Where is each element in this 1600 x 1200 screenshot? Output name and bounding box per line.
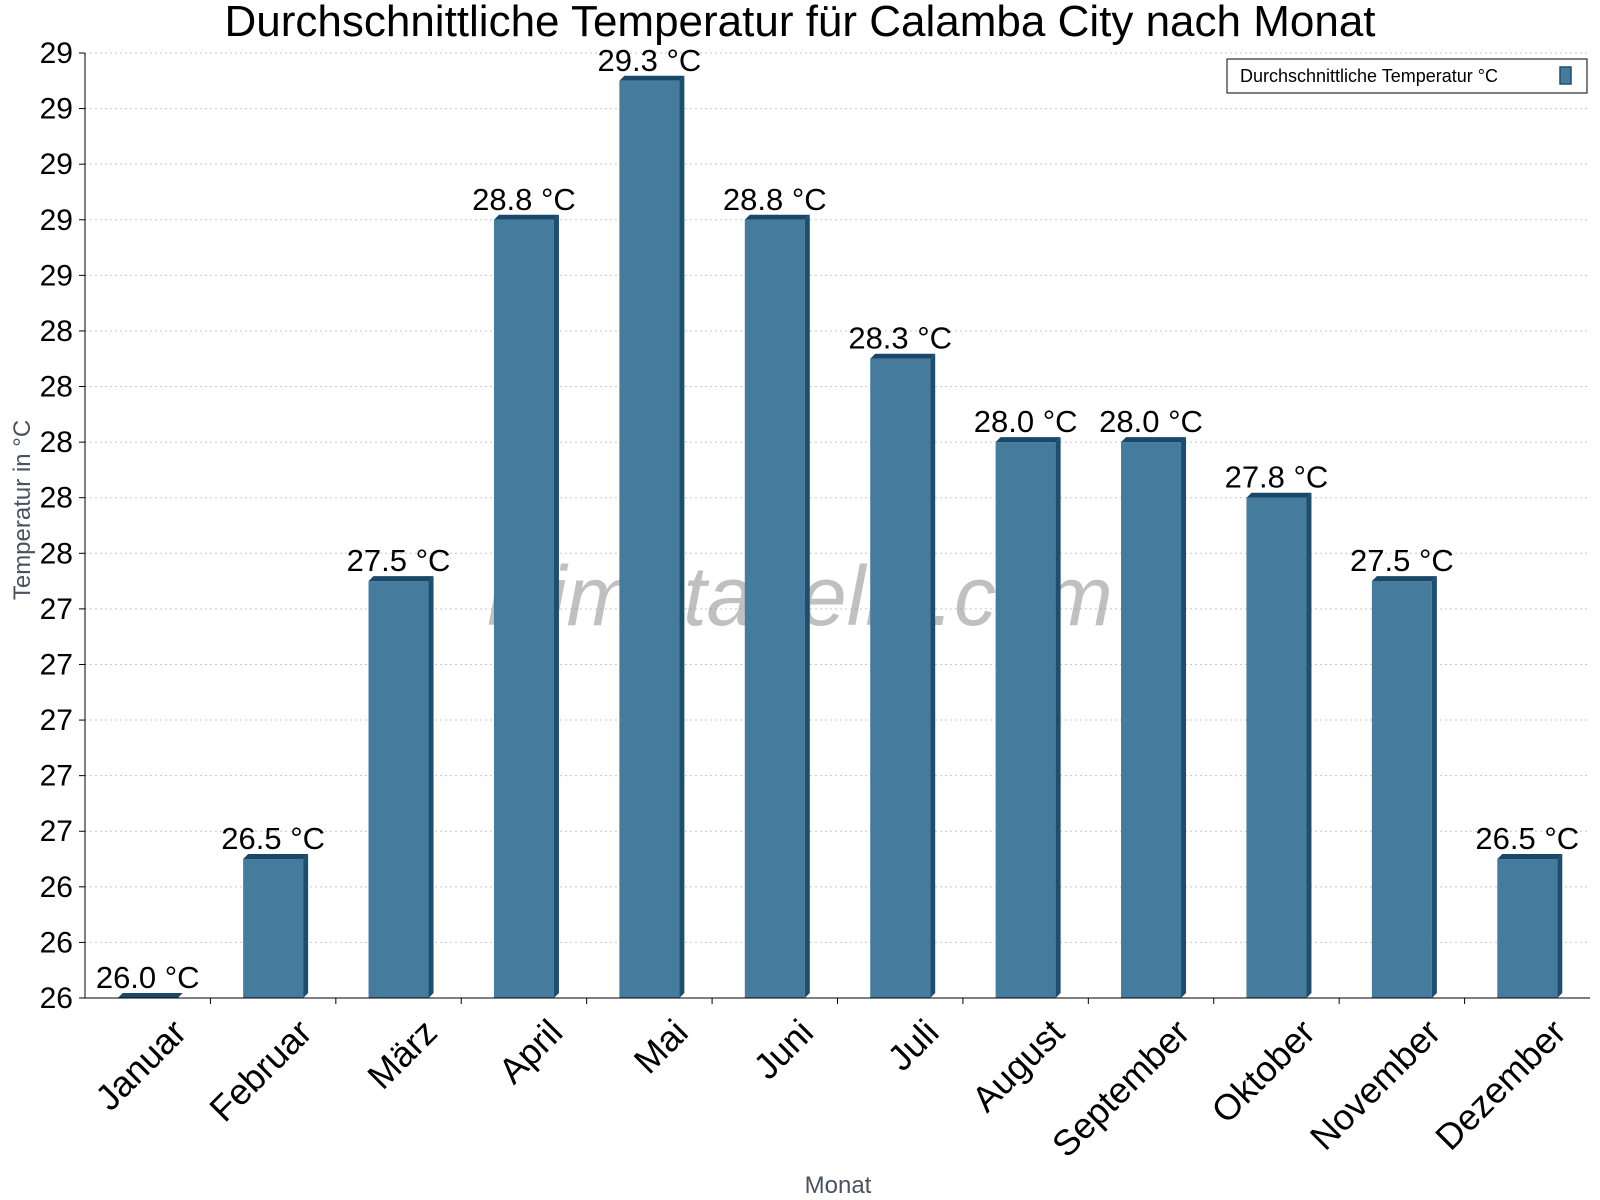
bar-top [117,993,183,998]
y-axis-title: Temperatur in °C [9,420,36,600]
bar-side [1055,437,1061,998]
y-tick-label: 29 [40,148,73,181]
bar [1497,859,1558,998]
data-label: 28.0 °C [1099,404,1203,439]
y-tick-label: 27 [40,760,73,793]
data-labels: 26.0 °C 26.5 °C 27.5 °C 28.8 °C 29.3 °C 28.8 … [96,43,1579,995]
x-tick-label: Mai [626,1011,696,1081]
y-tick-label: 27 [40,704,73,737]
x-tick-label: Februar [201,1011,319,1129]
x-tick-label: Juli [879,1011,946,1078]
x-axis-title: Monat [805,1172,872,1199]
legend-label: Durchschnittliche Temperatur °C [1240,66,1498,86]
legend-swatch [1559,66,1572,85]
bar-top [493,214,559,220]
bar [1121,442,1182,998]
y-tick-label: 29 [40,37,73,70]
y-tick-label: 29 [40,259,73,292]
bar-side [428,576,434,998]
bar-top [1371,576,1437,582]
y-tick-label: 27 [40,593,73,626]
y-tick-label: 28 [40,371,73,404]
y-tick-label: 27 [40,648,73,681]
bar-top [243,854,309,860]
bar [493,219,554,998]
y-tick-label: 28 [40,537,73,570]
data-label: 26.5 °C [221,821,325,856]
data-label: 28.3 °C [848,321,952,356]
y-tick-label: 28 [40,426,73,459]
bar [870,358,931,998]
bar-top [368,576,434,582]
bar [744,219,805,998]
x-tick-label: März [359,1011,445,1097]
x-tick-label: August [964,1011,1072,1119]
data-label: 27.5 °C [1350,543,1454,578]
bar-side [930,353,936,998]
data-label: 27.5 °C [347,543,451,578]
x-tick-label: September [1044,1011,1198,1165]
bar-side [1431,576,1437,998]
bar-top [1497,854,1563,860]
y-tick-label: 28 [40,315,73,348]
data-label: 28.8 °C [472,182,576,217]
y-tick-label: 26 [40,926,73,959]
gridlines [85,52,1590,943]
y-tick-label: 29 [40,204,73,237]
bar [1371,581,1432,998]
bar-top [1246,492,1312,498]
bar-side [553,214,559,998]
bar-top [870,353,936,359]
legend-box [1226,58,1588,94]
bar [243,859,304,998]
x-tick-label: April [490,1011,570,1091]
data-label: 26.0 °C [96,960,200,995]
bar-side [303,854,309,998]
axes [79,52,1590,1004]
bar-top [1121,437,1187,443]
bars [117,75,1563,998]
bar-top [744,214,810,220]
y-tick-label: 27 [40,815,73,848]
x-tick-labels: Januar Februar März April Mai Juni Juli AugustS… [87,1011,1573,1165]
y-tick-label: 29 [40,93,73,126]
legend: Durchschnittliche Temperatur °C [1226,58,1588,94]
bar-top [619,75,685,81]
data-label: 27.8 °C [1225,460,1329,495]
bar-side [1306,492,1312,998]
data-label: 28.8 °C [723,182,827,217]
y-tick-label: 26 [40,871,73,904]
bar [619,80,680,998]
x-tick-label: Oktober [1203,1011,1323,1131]
bar-side [804,214,810,998]
bar-side [1557,854,1563,998]
data-label: 28.0 °C [974,404,1078,439]
y-tick-label: 28 [40,482,73,515]
x-tick-label: Dezember [1427,1011,1573,1157]
x-tick-label: November [1302,1011,1448,1157]
bar [368,581,429,998]
data-label: 29.3 °C [598,43,702,78]
bar-side [679,75,685,998]
bar [995,442,1056,998]
bar [1246,497,1307,998]
bar-top [995,437,1061,443]
y-tick-labels: 26 26 26 27 27 27 27 27 28 28 28 28 28 29 29 29 29 29 [40,37,73,1015]
x-tick-label: Januar [87,1011,194,1118]
x-tick-label: Juni [745,1011,821,1087]
chart-title: Durchschnittliche Temperatur für Calamba… [224,0,1375,46]
data-label: 26.5 °C [1475,821,1579,856]
y-tick-label: 26 [40,982,73,1015]
bar-side [1181,437,1187,998]
